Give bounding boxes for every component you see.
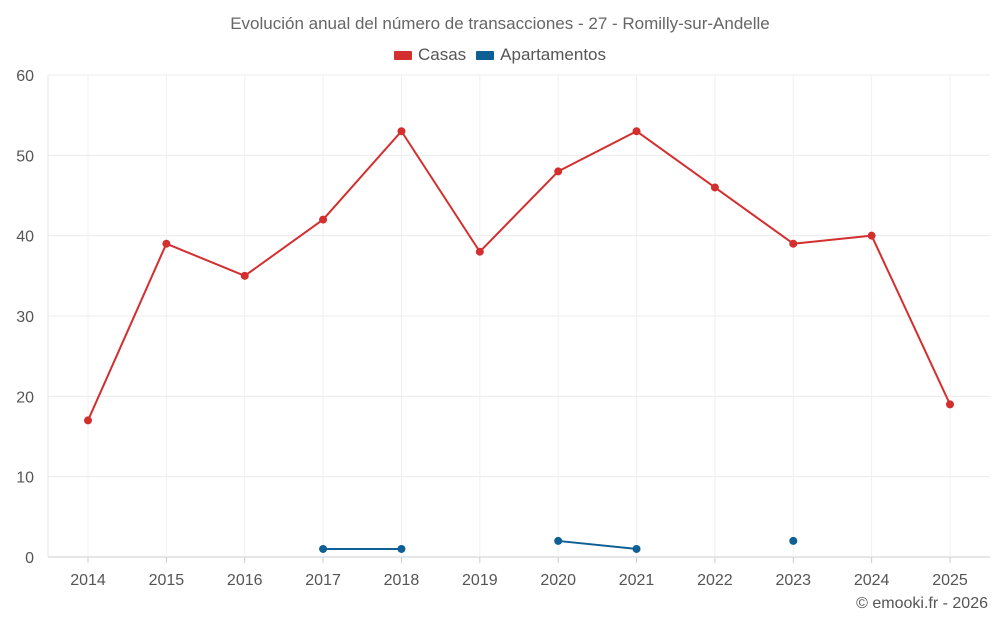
y-tick-label: 60 — [16, 68, 34, 85]
x-tick-label: 2022 — [697, 572, 733, 589]
series-line-casas — [244, 218, 324, 277]
credit-text: © emooki.fr - 2026 — [856, 595, 988, 612]
data-point-casas[interactable] — [632, 127, 641, 136]
data-point-apartamentos[interactable] — [397, 544, 406, 553]
data-point-casas[interactable] — [162, 239, 171, 248]
data-point-casas[interactable] — [946, 400, 954, 409]
data-point-casas[interactable] — [710, 183, 719, 192]
x-tick-label: 2024 — [854, 572, 890, 589]
series-line-casas — [165, 242, 246, 277]
series-line-casas — [400, 130, 481, 253]
data-point-apartamentos[interactable] — [789, 536, 798, 545]
series-line-casas — [714, 186, 794, 245]
data-point-casas[interactable] — [397, 127, 406, 136]
legend-item-casas[interactable]: Casas — [393, 45, 467, 65]
legend-item-apartamentos[interactable]: Apartamentos — [476, 45, 606, 65]
data-point-casas[interactable] — [867, 231, 876, 240]
x-tick-label: 2014 — [70, 572, 106, 589]
x-tick-label: 2020 — [540, 572, 576, 589]
x-tick-label: 2015 — [149, 572, 185, 589]
data-point-casas[interactable] — [240, 271, 249, 280]
data-point-casas[interactable] — [319, 215, 328, 224]
y-tick-label: 10 — [16, 470, 34, 487]
y-tick-label: 0 — [25, 550, 34, 567]
x-tick-label: 2025 — [932, 572, 968, 589]
series-line-casas — [793, 234, 872, 245]
series-line-casas — [87, 243, 168, 421]
x-tick-label: 2023 — [775, 572, 811, 589]
data-point-casas[interactable] — [789, 239, 798, 248]
chart-title: Evolución anual del número de transaccio… — [230, 14, 770, 33]
data-point-apartamentos[interactable] — [632, 544, 641, 553]
legend-label-apartamentos: Apartamentos — [500, 45, 607, 64]
x-tick-label: 2018 — [384, 572, 420, 589]
legend: Casas Apartamentos — [0, 45, 1000, 65]
data-point-casas[interactable] — [475, 247, 484, 256]
y-tick-label: 50 — [16, 148, 34, 165]
data-point-apartamentos[interactable] — [319, 544, 328, 553]
y-tick-label: 30 — [16, 309, 34, 326]
y-tick-label: 40 — [16, 229, 34, 246]
series-line-casas — [870, 235, 951, 405]
series-line-casas — [322, 130, 403, 221]
legend-swatch-apartamentos — [476, 50, 495, 60]
x-tick-label: 2017 — [305, 572, 341, 589]
x-tick-label: 2021 — [619, 572, 655, 589]
data-point-casas[interactable] — [554, 167, 563, 176]
series-line-casas — [557, 130, 638, 173]
y-tick-label: 20 — [16, 389, 34, 406]
data-point-casas[interactable] — [84, 416, 92, 425]
x-tick-label: 2019 — [462, 572, 498, 589]
legend-label-casas: Casas — [417, 45, 467, 64]
data-point-apartamentos[interactable] — [554, 536, 563, 545]
series-line-casas — [635, 130, 716, 189]
series-line-casas — [479, 170, 559, 253]
legend-swatch-casas — [393, 50, 412, 60]
x-tick-label: 2016 — [227, 572, 263, 589]
series-line-apartamentos — [558, 539, 637, 550]
